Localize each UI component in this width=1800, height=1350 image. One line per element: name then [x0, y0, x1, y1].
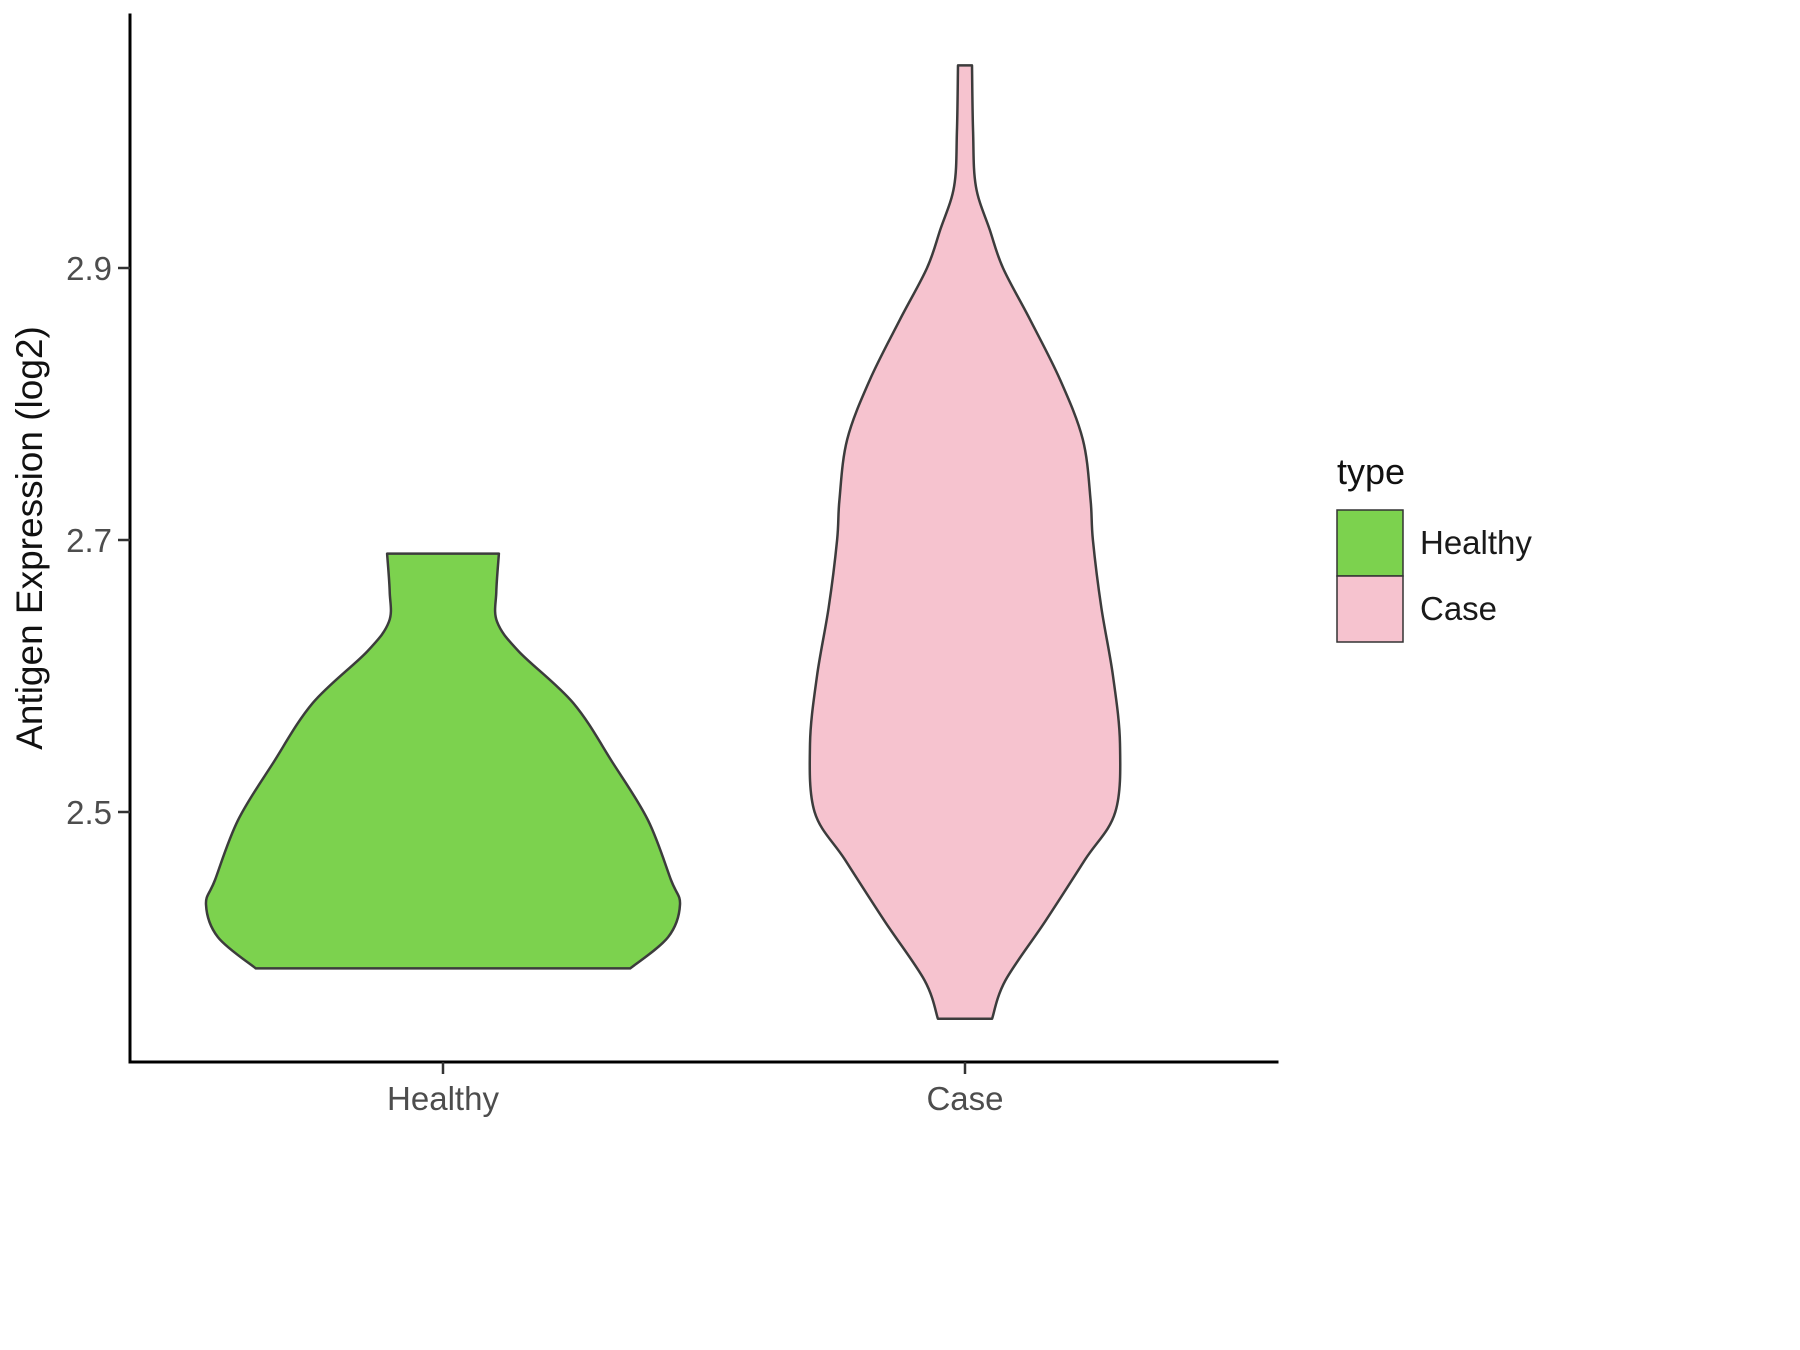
- x-label-case: Case: [926, 1080, 1003, 1117]
- violin-healthy: [204, 552, 682, 970]
- y-tick-label-2.5: 2.5: [66, 794, 112, 831]
- y-tick-label-2.9: 2.9: [66, 250, 112, 287]
- legend-swatch-case: [1336, 575, 1404, 643]
- legend-label-case: Case: [1420, 590, 1497, 627]
- legend-swatch-healthy: [1336, 509, 1404, 577]
- axes-layer: [118, 13, 1279, 1074]
- legend-label-healthy: Healthy: [1420, 524, 1532, 561]
- legend: type Healthy Case: [1336, 451, 1532, 643]
- x-label-healthy: Healthy: [387, 1080, 499, 1117]
- y-tick-label-2.7: 2.7: [66, 522, 112, 559]
- legend-title: type: [1337, 451, 1405, 492]
- violins-layer: [204, 64, 1122, 1020]
- violin-case: [808, 64, 1122, 1020]
- y-axis-title: Antigen Expression (log2): [9, 326, 50, 750]
